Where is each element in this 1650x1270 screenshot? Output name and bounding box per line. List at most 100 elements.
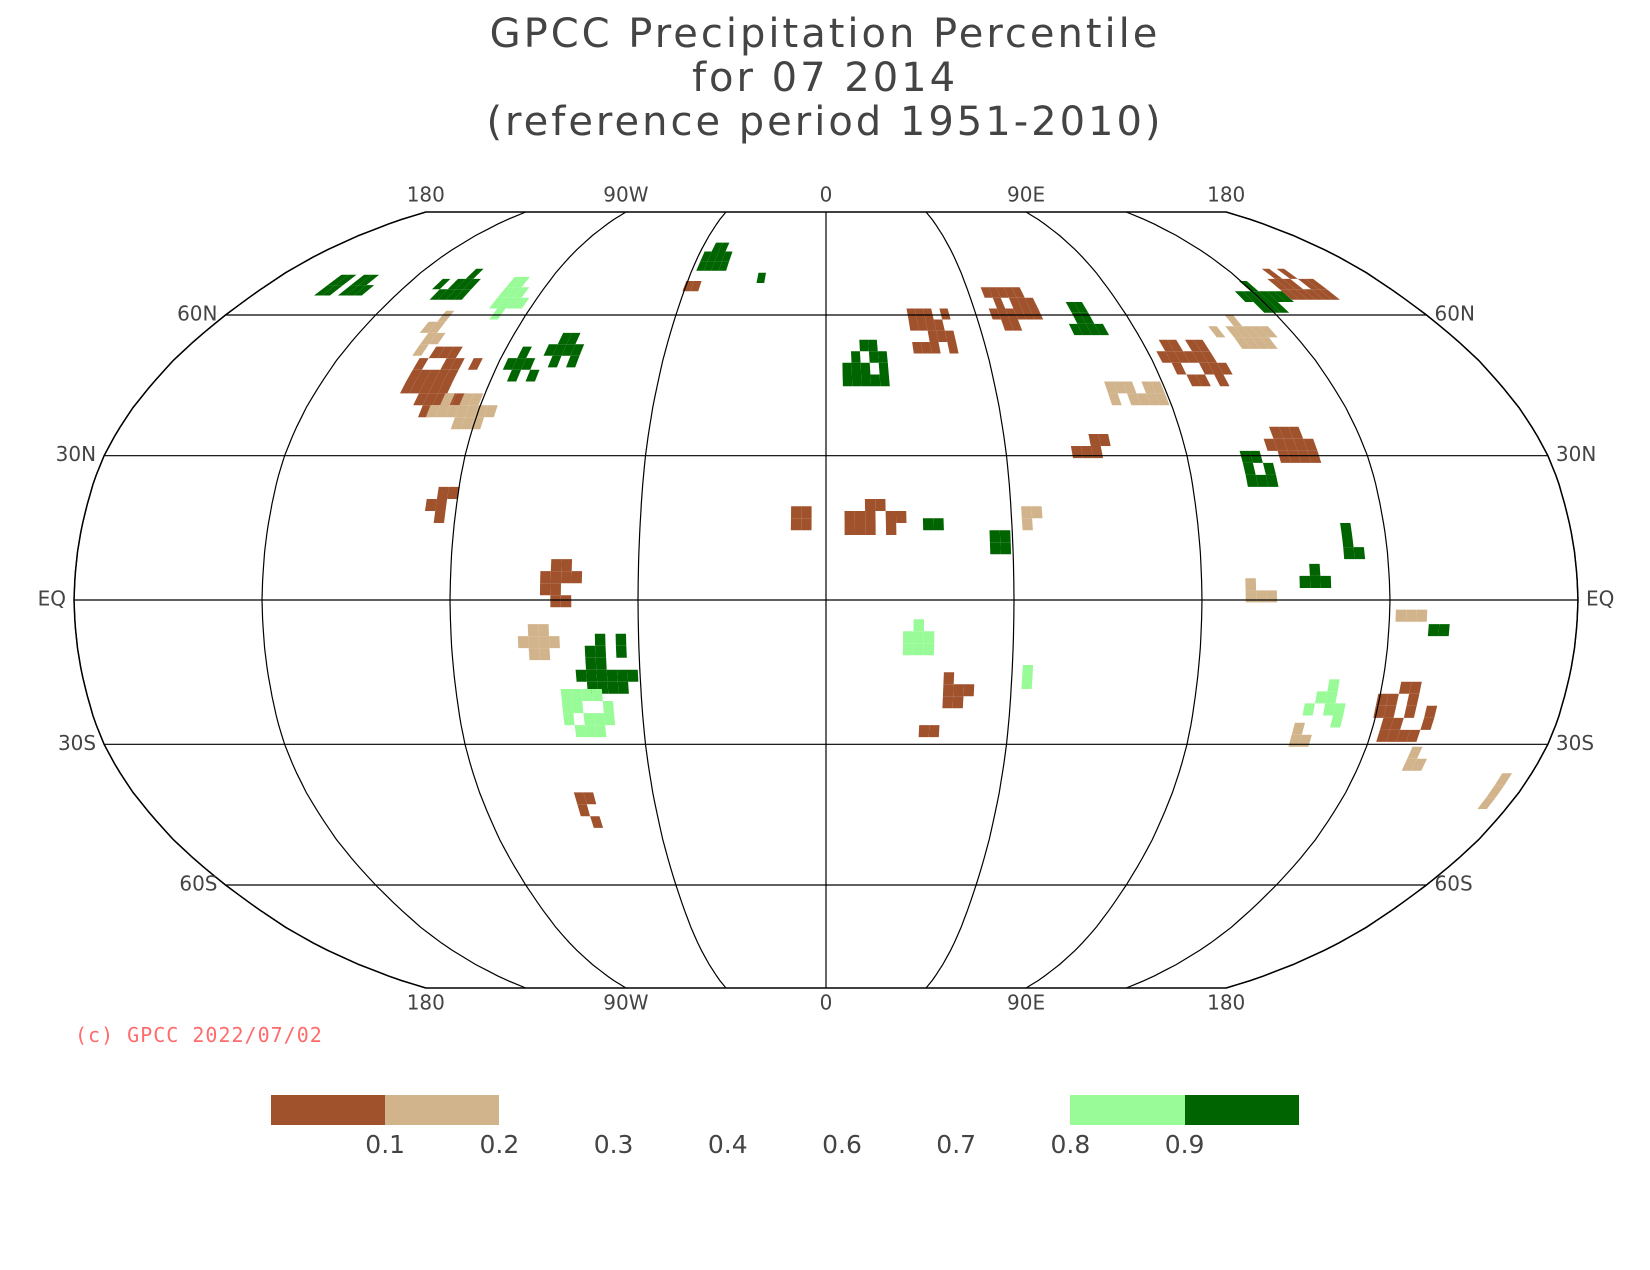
precip-cell-very-dry xyxy=(854,523,866,535)
precip-cell-very-dry xyxy=(1261,268,1283,279)
precip-cell-wet xyxy=(902,643,914,656)
precip-cell-very-wet xyxy=(595,657,607,670)
latitude-label-right: 60N xyxy=(1435,302,1475,326)
precip-cell-very-wet xyxy=(594,633,606,646)
precip-cell-very-dry xyxy=(1005,308,1018,320)
precip-cell-very-dry xyxy=(413,393,429,406)
precip-cell-very-dry xyxy=(1287,289,1308,300)
precip-cell-very-dry xyxy=(925,319,937,331)
precip-cell-very-wet xyxy=(933,518,944,531)
longitude-label-bottom: 180 xyxy=(407,991,445,1015)
precip-cell-dry xyxy=(1224,315,1243,327)
precip-cell-very-wet xyxy=(1255,474,1269,487)
precip-cell-wet xyxy=(513,287,530,298)
precip-cell-very-dry xyxy=(1208,362,1224,375)
precip-cell-very-wet xyxy=(447,278,466,290)
precip-cell-dry xyxy=(528,648,540,661)
precip-cell-wet xyxy=(489,308,506,320)
precip-cell-very-dry xyxy=(560,595,572,608)
precip-cell-very-dry xyxy=(963,684,975,697)
precip-cell-dry xyxy=(538,624,549,637)
precip-cell-very-wet xyxy=(1242,462,1256,475)
precip-cell-dry xyxy=(1251,337,1269,349)
precip-cell-dry xyxy=(1108,393,1122,406)
precip-cell-very-dry xyxy=(415,369,432,382)
precip-cell-very-wet xyxy=(1269,302,1290,313)
precip-cell-very-dry xyxy=(1297,278,1319,290)
precip-cell-dry xyxy=(1266,590,1278,603)
precip-cell-very-dry xyxy=(409,381,425,394)
precip-cell-very-wet xyxy=(711,242,723,252)
latitude-label-left: 60N xyxy=(177,302,217,326)
precip-cell-very-dry xyxy=(583,792,597,805)
precip-cell-wet xyxy=(603,713,616,726)
precip-cell-wet xyxy=(584,725,597,738)
precip-cell-very-wet xyxy=(453,289,472,300)
precip-cell-very-dry xyxy=(1186,374,1202,387)
precip-cell-wet xyxy=(1327,679,1340,692)
precip-cell-very-wet xyxy=(1085,323,1101,336)
precip-cell-dry xyxy=(1260,337,1278,349)
precip-cell-dry xyxy=(1401,758,1418,771)
legend-tick-label: 0.6 xyxy=(822,1130,862,1159)
precip-cell-very-dry xyxy=(1088,434,1101,446)
precip-cell-very-dry xyxy=(1305,278,1327,290)
precip-cell-very-dry xyxy=(1293,438,1308,451)
legend-swatch xyxy=(1070,1095,1186,1125)
legend-swatch xyxy=(842,1095,957,1125)
precip-cell-very-dry xyxy=(929,342,941,354)
precip-cell-very-dry xyxy=(1200,351,1218,363)
precip-cell-very-dry xyxy=(1398,681,1412,694)
precip-cell-very-wet xyxy=(455,278,474,290)
precip-cell-very-dry xyxy=(1287,450,1302,463)
precip-cell-very-wet xyxy=(585,657,597,670)
precip-cell-very-dry xyxy=(422,393,438,406)
precip-cell-very-wet xyxy=(861,374,872,387)
precip-cell-very-wet xyxy=(868,351,879,363)
precip-cell-very-dry xyxy=(920,342,932,354)
precip-cell-wet xyxy=(913,619,925,632)
precip-cell-wet xyxy=(913,631,924,644)
precip-cell-dry xyxy=(454,405,469,418)
legend-swatch xyxy=(385,1095,500,1125)
precip-cell-very-dry xyxy=(939,308,951,320)
precip-cell-very-dry xyxy=(571,571,583,584)
precip-cell-very-wet xyxy=(851,362,862,375)
precip-cell-very-wet xyxy=(511,358,527,370)
precip-cell-very-wet xyxy=(860,362,871,375)
precip-cell-very-wet xyxy=(615,645,627,658)
precip-cell-dry xyxy=(1298,734,1312,747)
precip-cell-very-wet xyxy=(878,362,889,375)
precip-cell-very-wet xyxy=(696,261,708,271)
precip-cell-dry xyxy=(437,310,455,322)
precip-cell-very-wet xyxy=(1253,302,1273,313)
precip-cell-very-dry xyxy=(927,330,939,342)
precip-cell-very-dry xyxy=(953,684,964,697)
precip-cell-very-dry xyxy=(1217,362,1233,375)
precip-cell-very-wet xyxy=(922,518,934,531)
precip-cell-very-dry xyxy=(865,523,876,535)
precip-cell-dry xyxy=(1234,337,1252,349)
precip-cell-very-dry xyxy=(1183,351,1199,363)
precip-cell-very-dry xyxy=(801,506,812,519)
precip-cell-very-dry xyxy=(1279,289,1300,300)
precip-cell-very-dry xyxy=(912,342,923,354)
legend-tick-label: 0.2 xyxy=(479,1130,520,1159)
precip-cell-very-dry xyxy=(412,358,429,370)
precip-cell-dry xyxy=(1104,381,1118,394)
latitude-label-left: EQ xyxy=(38,587,66,611)
precip-cell-very-dry xyxy=(1011,287,1025,298)
precip-cell-dry xyxy=(1291,722,1305,735)
precip-cell-very-dry xyxy=(944,330,957,342)
precip-cell-very-dry xyxy=(1273,438,1288,451)
precip-cell-very-wet xyxy=(1266,291,1286,302)
precip-cell-very-dry xyxy=(885,511,897,523)
precip-cell-very-wet xyxy=(718,261,730,271)
precip-cell-very-dry xyxy=(1171,362,1187,375)
legend-tick-label: 0.9 xyxy=(1164,1130,1205,1159)
precip-cell-very-wet xyxy=(1077,323,1092,336)
precip-cell-wet xyxy=(1325,691,1338,704)
precip-cell-very-dry xyxy=(1029,308,1044,320)
precip-cell-very-dry xyxy=(1420,717,1435,730)
